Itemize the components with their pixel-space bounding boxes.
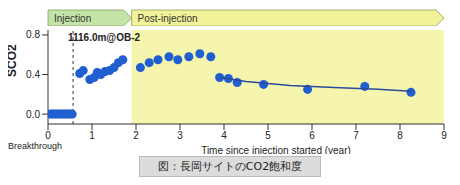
svg-text:Time since injection started (: Time since injection started (year) <box>201 145 351 154</box>
svg-text:0: 0 <box>45 130 51 141</box>
svg-text:9: 9 <box>441 130 447 141</box>
svg-text:SCO2: SCO2 <box>8 44 19 77</box>
svg-text:5: 5 <box>265 130 271 141</box>
svg-text:1: 1 <box>89 130 95 141</box>
html-text:1116.0m@OB-2: 1116.0m@OB-2 <box>68 32 140 43</box>
svg-text:Post-injection: Post-injection <box>138 13 198 24</box>
html-text:Breakthrough: Breakthrough <box>8 141 62 151</box>
svg-text:0.0: 0.0 <box>26 109 40 120</box>
svg-text:8: 8 <box>397 130 403 141</box>
svg-text:Injection: Injection <box>54 13 91 24</box>
svg-text:0.4: 0.4 <box>26 69 40 80</box>
svg-text:2: 2 <box>133 130 139 141</box>
svg-text:6: 6 <box>309 130 315 141</box>
svg-text:3: 3 <box>177 130 183 141</box>
svg-text:0.8: 0.8 <box>26 29 40 40</box>
svg-text:4: 4 <box>221 130 227 141</box>
svg-text:7: 7 <box>353 130 359 141</box>
html-text:図：長岡サイトのCO2飽和度: 図：長岡サイトのCO2飽和度 <box>157 160 303 173</box>
